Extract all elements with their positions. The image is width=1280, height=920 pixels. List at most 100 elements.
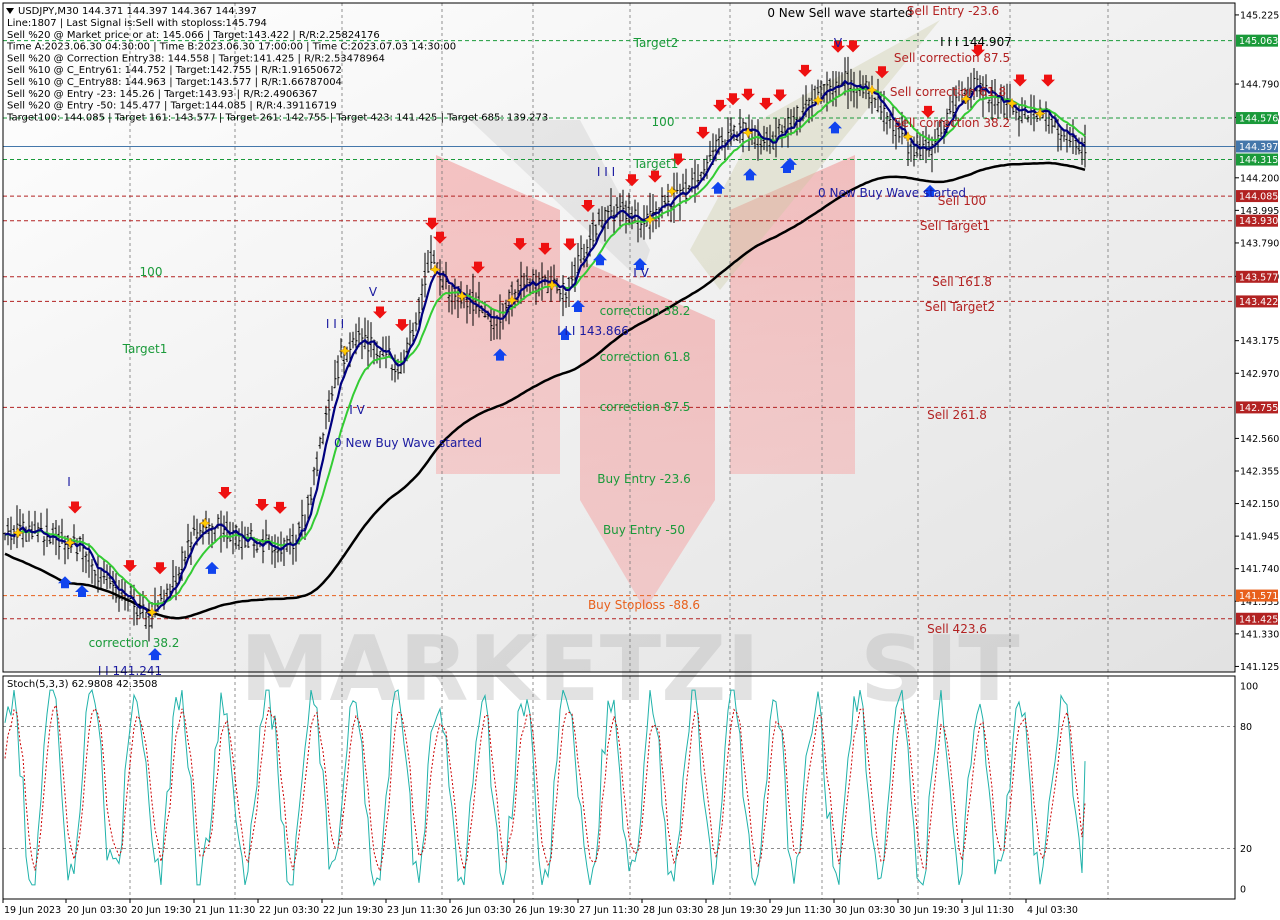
sell-arrow-icon [671,153,685,166]
chart-annotation: Sell 100 [938,194,986,208]
price-level-tag-text: 144.315 [1239,155,1278,166]
stochastic-oscillator: 100 80 20 0 Stoch(5,3,3) 62.9808 42.3508 [3,679,1258,896]
price-level-tag-text: 144.397 [1239,142,1278,153]
time-tick-label: 20 Jun 19:30 [131,905,191,916]
sell-arrow-icon [798,64,812,77]
chart-annotation: I I I [326,317,344,331]
sell-arrow-icon [373,306,387,319]
oscillator-level-label: 80 [1240,722,1252,733]
chart-annotation: Sell 161.8 [932,275,992,289]
sell-arrow-icon [471,261,485,274]
vertical-grid [129,3,1109,899]
moving-averages [4,79,1086,620]
price-level-tag [1236,112,1278,125]
buy-arrow-icon [205,561,219,574]
sell-arrow-icon [759,97,773,110]
oscillator-level-label: 100 [1240,682,1258,693]
symbol-header: USDJPY,M30 144.371 144.397 144.367 144.3… [18,6,257,17]
info-line: Sell %20 @ Entry -50: 145.477 | Target:1… [7,101,337,112]
stochastic-signal-line [4,703,1086,873]
time-tick-label: 22 Jun 03:30 [259,905,319,916]
price-tick-label: 141.330 [1240,629,1279,640]
price-tick-label: 145.225 [1240,10,1279,21]
price-levels [3,40,1235,620]
buy-arrow-icon [493,348,507,361]
chart-annotation: Buy Entry -50 [603,523,685,537]
star-marker-icon [456,290,468,302]
chart-annotation: Sell Target1 [920,219,990,233]
sell-arrow-icon [218,486,232,499]
sell-arrow-icon [713,99,727,112]
time-tick-label: 30 Jun 19:30 [899,905,959,916]
chart-annotation: I I I 144.907 [940,35,1012,49]
stochastic-main-line [4,688,1086,887]
price-tick-label: 142.355 [1240,466,1279,477]
chart-annotation: correction 61.8 [600,350,691,364]
time-tick-label: 26 Jun 19:30 [515,905,575,916]
price-tick-label: 141.125 [1240,662,1279,673]
price-tick-label: 142.970 [1240,369,1279,380]
main-pane-frame [2,2,1236,673]
price-level-tag-text: 144.085 [1239,192,1278,203]
buy-arrow-icon [58,576,72,589]
sell-arrow-icon [971,44,985,57]
chart-annotation: Sell correction 61.8 [890,85,1006,99]
sell-arrow-icon [538,242,552,255]
star-marker-icon [812,94,824,106]
svg-text:MARKETZI: MARKETZI [240,617,760,722]
buy-arrow-icon [923,184,937,197]
star-marker-icon [866,84,878,96]
star-marker-icon [666,185,678,197]
chart-annotation: I V [349,403,365,417]
price-level-tag-text: 145.063 [1239,36,1278,47]
price-level-tag [1236,214,1278,227]
price-level-tag-text: 143.577 [1239,272,1278,283]
sell-arrow-icon [625,174,639,187]
price-tick-label: 141.535 [1240,597,1279,608]
sell-arrow-icon [68,501,82,514]
price-level-tag-text: 143.422 [1239,297,1278,308]
time-tick-label: 23 Jun 11:30 [387,905,447,916]
sell-arrow-icon [153,562,167,575]
chart-annotation: 0 New Buy Wave started [334,436,482,450]
star-marker-icon [146,606,158,618]
star-marker-icon [12,527,24,539]
time-tick-label: 26 Jun 03:30 [451,905,511,916]
info-line: Time A:2023.06.30 04:30:00 | Time B:2023… [6,42,456,53]
info-line: Sell %10 @ C_Entry61: 144.752 | Target:1… [7,65,342,76]
price-tick-label: 142.150 [1240,499,1279,510]
sell-arrow-icon [123,560,137,573]
chart-annotation: 0 New Sell wave started [767,6,912,20]
price-level-tag [1236,153,1278,166]
info-line: Target100: 144.085 | Target 161: 143.577… [6,112,548,123]
chart-annotation: Sell Target2 [925,300,995,314]
oscillator-label: Stoch(5,3,3) 62.9808 42.3508 [7,679,158,690]
chart-annotation: V [834,36,843,50]
chart-annotation: Buy Stoploss -88.6 [588,598,700,612]
star-marker-icon [644,213,656,226]
time-tick-label: 30 Jun 03:30 [835,905,895,916]
price-tick-label: 141.740 [1240,564,1279,575]
price-tick-label: 144.200 [1240,173,1279,184]
chart-annotation: I V [633,266,649,280]
info-line: Sell %20 @ Correction Entry38: 144.558 |… [7,53,385,64]
sell-arrow-icon [921,105,935,118]
chart-annotation: 100 [652,115,675,129]
buy-arrow-icon [743,168,757,181]
price-tick-label: 143.175 [1240,336,1279,347]
oscillator-pane-frame [2,675,1236,900]
sell-arrow-icon [395,319,409,332]
price-level-tag [1236,140,1278,153]
buy-arrow-icon [558,327,572,340]
star-marker-icon [960,93,972,105]
info-line: Sell %20 @ Market price or at: 145.066 |… [7,30,380,41]
dropdown-triangle-icon [6,8,14,14]
buy-arrow-icon [571,300,585,313]
star-marker-icon [339,345,351,357]
chart-annotation: Sell correction 87.5 [894,51,1010,65]
price-tick-label: 141.945 [1240,532,1279,543]
oscillator-level-label: 0 [1240,885,1246,896]
